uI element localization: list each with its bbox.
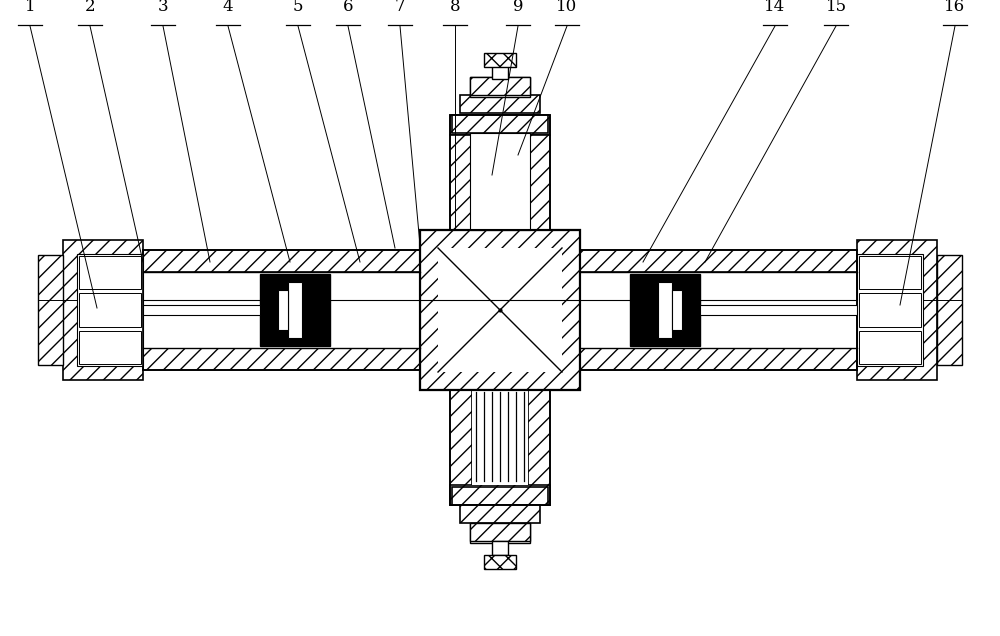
Bar — [79, 256, 141, 289]
Text: 1: 1 — [25, 0, 35, 15]
Bar — [528, 390, 550, 505]
Bar — [450, 485, 550, 505]
Text: 7: 7 — [395, 0, 405, 15]
Bar — [288, 282, 302, 338]
Bar — [580, 348, 857, 370]
Text: 2: 2 — [85, 0, 95, 15]
Text: 3: 3 — [158, 0, 168, 15]
Bar — [484, 555, 516, 569]
Bar — [492, 541, 508, 555]
Bar — [438, 248, 562, 372]
Bar — [470, 523, 530, 541]
Bar — [420, 230, 580, 390]
Bar — [79, 331, 141, 364]
Bar — [470, 133, 530, 230]
Text: 9: 9 — [513, 0, 523, 15]
Bar — [672, 290, 682, 330]
Bar — [38, 255, 63, 365]
Bar — [420, 230, 580, 390]
Bar — [77, 254, 143, 366]
Text: 16: 16 — [944, 0, 966, 15]
Bar — [460, 95, 540, 113]
Text: 4: 4 — [223, 0, 233, 15]
Text: 14: 14 — [764, 0, 786, 15]
Bar — [859, 256, 921, 289]
Bar — [492, 65, 508, 79]
Bar — [580, 250, 857, 272]
Bar — [470, 523, 530, 543]
Bar — [859, 293, 921, 327]
Text: 8: 8 — [450, 0, 460, 15]
Bar — [450, 135, 472, 230]
Bar — [143, 250, 420, 272]
Bar — [143, 305, 260, 315]
Bar — [470, 77, 530, 95]
Bar — [472, 135, 528, 230]
Bar — [460, 505, 540, 523]
Bar — [452, 487, 548, 505]
Bar — [857, 240, 937, 380]
Bar — [260, 274, 330, 346]
Bar — [450, 115, 550, 230]
Bar — [450, 390, 550, 505]
Bar — [580, 272, 857, 348]
Bar — [857, 254, 923, 366]
Text: 10: 10 — [556, 0, 578, 15]
Bar — [859, 331, 921, 364]
Bar — [658, 282, 672, 338]
Bar — [278, 290, 288, 330]
Bar — [143, 348, 420, 370]
Bar — [79, 293, 141, 327]
Bar — [450, 390, 472, 505]
Bar — [452, 115, 548, 133]
Bar — [937, 255, 962, 365]
Bar — [450, 115, 550, 135]
Bar — [472, 390, 528, 485]
Bar — [63, 240, 143, 380]
Bar — [630, 274, 700, 346]
Bar — [484, 53, 516, 67]
Bar — [528, 135, 550, 230]
Bar — [700, 305, 857, 315]
Text: 15: 15 — [825, 0, 847, 15]
Bar — [470, 77, 530, 97]
Text: 5: 5 — [293, 0, 303, 15]
Bar — [143, 272, 420, 348]
Bar — [420, 230, 580, 390]
Text: 6: 6 — [343, 0, 353, 15]
